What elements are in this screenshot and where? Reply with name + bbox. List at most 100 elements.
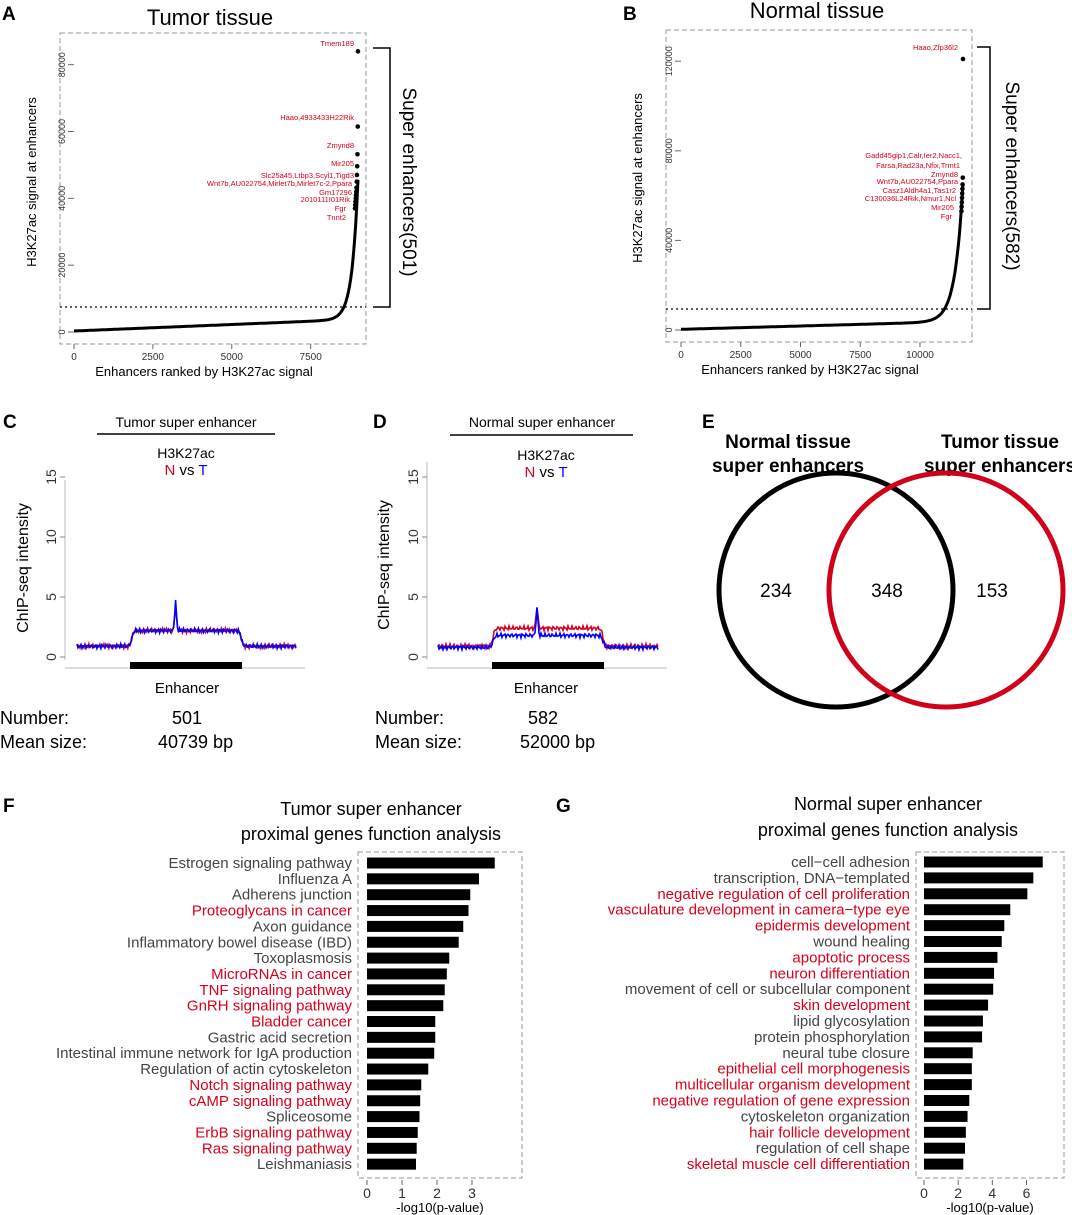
gene-label: Tnnt2: [327, 213, 346, 222]
category-label: cell−cell adhesion: [791, 854, 910, 871]
bar: [367, 1000, 444, 1012]
panel-letter-e: E: [702, 412, 715, 433]
venn-left-count: 234: [760, 581, 792, 602]
gene-label: Fgr: [941, 212, 953, 221]
bar: [924, 1142, 965, 1154]
category-label: protein phosphorylation: [754, 1029, 910, 1046]
panel-d-enhancer-bar: [492, 662, 604, 669]
panel-g: G Normal super enhancer proximal genes f…: [556, 794, 1065, 1215]
y-tick-label: 10: [405, 529, 421, 545]
y-tick-label: 0: [43, 653, 59, 661]
category-label: hair follicle development: [749, 1124, 911, 1141]
panel-f-bars: [367, 857, 495, 1170]
bar: [924, 1063, 972, 1075]
panel-a-bracket-label: Super enhancers(501): [398, 87, 419, 276]
rank-point: [353, 189, 359, 194]
panel-d-size-value: 52000 bp: [520, 732, 595, 752]
panel-g-title-2: proximal genes function analysis: [758, 820, 1018, 840]
gene-label: Gm17296: [319, 188, 352, 197]
gene-label: 2010111I01Rik: [301, 195, 351, 204]
y-tick-label: 120000: [664, 46, 674, 76]
bar: [924, 1110, 968, 1122]
bar: [367, 1126, 418, 1138]
category-label: neuron differentiation: [769, 965, 910, 982]
x-tick-label: 1: [398, 1185, 406, 1201]
bar: [924, 1047, 973, 1059]
rank-point: [352, 206, 358, 211]
panel-a-gene-labels: Tmem189 Haao,4933433H22Rik Zmynd8 Mir205…: [207, 39, 354, 222]
category-label: Toxoplasmosis: [254, 950, 352, 967]
y-tick-label: 5: [405, 593, 421, 601]
rank-point: [959, 208, 964, 214]
panel-a-signal-curve: [73, 179, 360, 333]
panel-c-line-n: [76, 606, 297, 652]
rank-point: [353, 192, 359, 198]
category-label: apoptotic process: [792, 949, 910, 966]
panel-d-mark: H3K27ac: [517, 447, 575, 463]
category-label: Leishmaniasis: [257, 1156, 352, 1173]
panel-f-title-2: proximal genes function analysis: [241, 824, 501, 844]
bar: [367, 984, 445, 996]
bar: [367, 1047, 435, 1059]
x-tick-label: 3: [468, 1185, 476, 1201]
rank-point: [355, 124, 361, 129]
category-label: Regulation of actin cytoskeleton: [140, 1061, 352, 1078]
panel-c-number-value: 501: [172, 708, 202, 728]
gene-label: Gadd45gip1,Calr,Ier2,Nacc1,: [865, 151, 962, 160]
panel-d-ylabel: ChIP-seq intensity: [376, 500, 393, 630]
bar: [924, 872, 1034, 884]
panel-c-number-label: Number:: [0, 708, 69, 728]
y-tick-label: 0: [405, 653, 421, 661]
gene-label: Wnt7b,AU022754,Ppara: [877, 177, 959, 186]
bar: [924, 1079, 972, 1091]
x-tick-label: 6: [1023, 1185, 1031, 1201]
category-label: MicroRNAs in cancer: [211, 966, 352, 983]
panel-c-legend: N vs T: [164, 462, 207, 479]
y-tick-label: 40000: [664, 228, 674, 253]
panel-a-title: Tumor tissue: [147, 5, 273, 30]
category-label: negative regulation of cell proliferatio…: [657, 886, 910, 903]
panel-letter-b: B: [623, 4, 637, 25]
y-tick-label: 0: [57, 329, 67, 334]
category-label: lipid glycosylation: [793, 1013, 910, 1030]
gene-label: Slc25a45,Ltbp3,Scyl1,Tigd3: [261, 171, 354, 180]
panel-c-xlabel: Enhancer: [155, 680, 219, 697]
category-label: ErbB signaling pathway: [195, 1124, 352, 1141]
panel-c: C Tumor super enhancer H3K27ac N vs T 0 5…: [0, 412, 305, 752]
bar: [367, 1111, 420, 1123]
panel-a-xlabel: Enhancers ranked by H3K27ac signal: [95, 364, 313, 379]
bar: [924, 1095, 970, 1106]
rank-point: [960, 182, 965, 187]
rank-point: [354, 179, 360, 184]
category-label: Influenza A: [278, 871, 352, 888]
gene-label: Wnt7b,AU022754,Mirlet7b,Mirlet7c-2,Ppara: [207, 179, 353, 188]
category-label: TNF signaling pathway: [199, 982, 352, 999]
x-tick-label: 7500: [849, 350, 872, 361]
panel-b-bracket-label: Super enhancers(582): [1001, 81, 1022, 270]
gene-label: Mir205: [931, 203, 954, 212]
x-tick-label: 0: [678, 350, 684, 361]
y-tick-label: 15: [43, 469, 59, 485]
rank-point: [354, 163, 360, 169]
category-label: Intestinal immune network for IgA produc…: [56, 1045, 352, 1062]
rank-point: [353, 196, 358, 201]
bar: [367, 1063, 429, 1075]
panel-c-size-label: Mean size:: [0, 732, 87, 752]
panel-c-ylabel: ChIP-seq intensity: [15, 503, 32, 633]
panel-g-bars: [924, 856, 1043, 1170]
panel-b-bracket: [977, 46, 991, 310]
bar: [367, 873, 479, 885]
bar: [924, 856, 1043, 868]
legend-n: N: [524, 464, 535, 481]
panel-g-x-ticks: 0 2 4 6: [920, 1180, 1031, 1201]
bar: [367, 968, 447, 980]
panel-d-size-label: Mean size:: [375, 732, 462, 752]
panel-letter-f: F: [3, 796, 15, 817]
panel-g-title-1: Normal super enhancer: [794, 794, 982, 814]
panel-g-xlabel: -log10(p-value): [946, 1200, 1033, 1215]
bar: [924, 983, 994, 995]
bar: [924, 967, 995, 979]
panel-a-plot-border: [59, 32, 367, 345]
panel-letter-g: G: [556, 796, 571, 817]
